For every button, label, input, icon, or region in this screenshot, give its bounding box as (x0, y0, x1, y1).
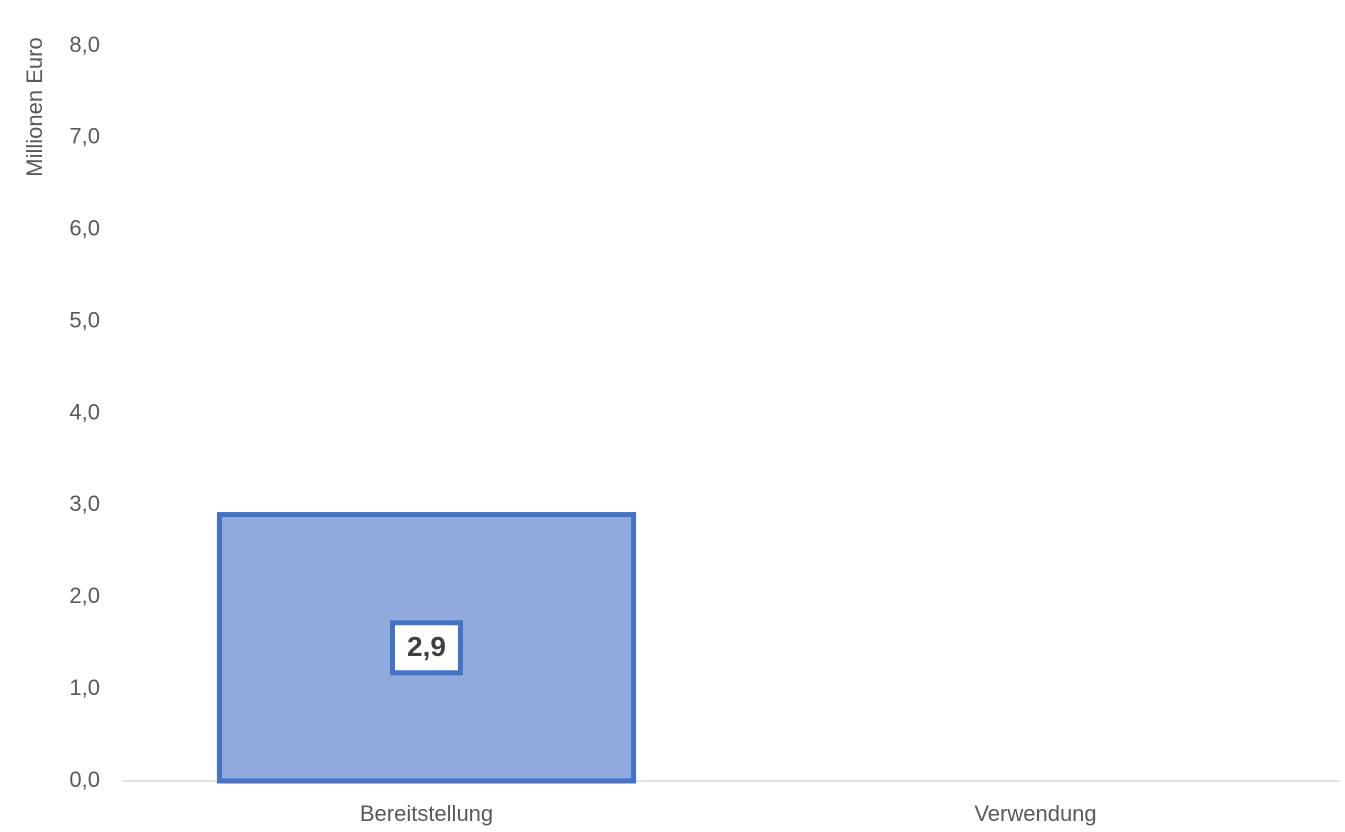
y-tick-label: 4,0 (69, 399, 100, 424)
y-tick-label: 2,0 (69, 583, 100, 608)
y-tick-label: 8,0 (69, 32, 100, 57)
y-tick-label: 3,0 (69, 491, 100, 516)
y-tick-label: 5,0 (69, 307, 100, 332)
y-tick-label: 1,0 (69, 675, 100, 700)
x-tick-label: Bereitstellung (360, 801, 493, 826)
y-tick-label: 6,0 (69, 216, 100, 241)
y-tick-label: 7,0 (69, 124, 100, 149)
data-label-box (390, 620, 463, 676)
y-tick-label: 0,0 (69, 767, 100, 792)
data-label: 2,9 (407, 631, 446, 662)
x-tick-label: Verwendung (974, 801, 1096, 826)
y-axis-label: Millionen Euro (22, 37, 47, 176)
